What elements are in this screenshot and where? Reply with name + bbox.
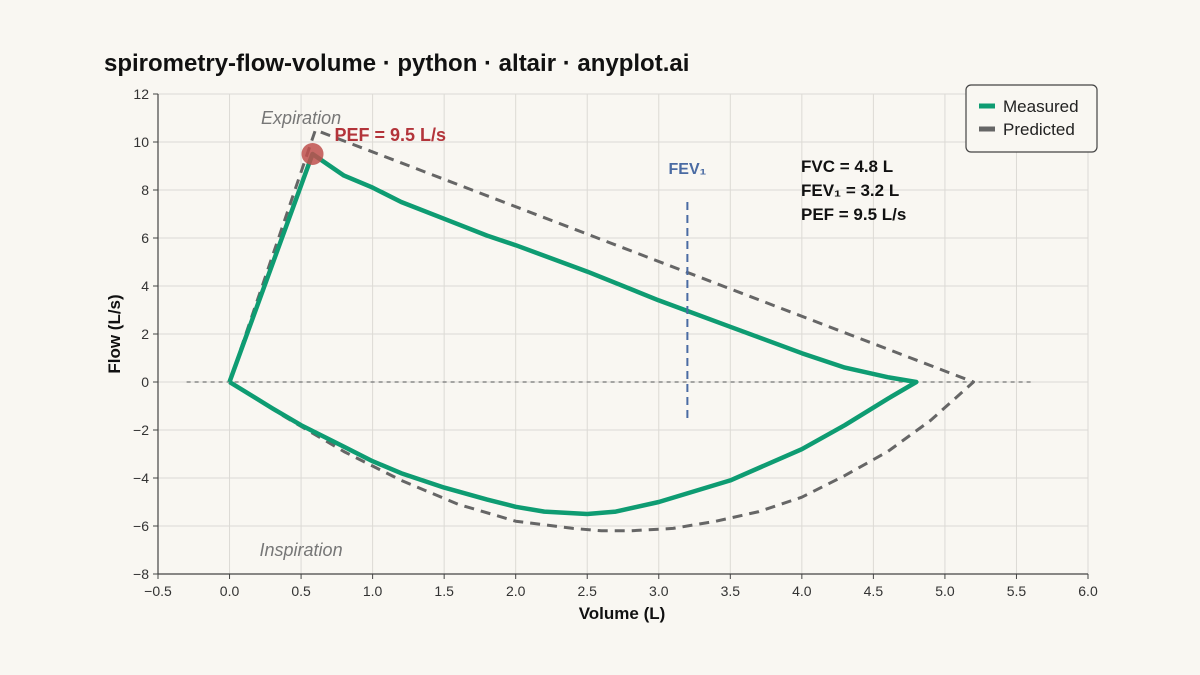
fev1-label: FEV₁ — [669, 161, 707, 178]
metric-fvc: FVC = 4.8 L — [801, 157, 893, 176]
x-tick-label: 2.0 — [506, 583, 526, 599]
y-tick-label: −4 — [133, 470, 149, 486]
x-tick-label: 1.5 — [434, 583, 454, 599]
y-tick-label: −6 — [133, 518, 149, 534]
y-tick-label: 2 — [141, 326, 149, 342]
y-tick-label: 0 — [141, 374, 149, 390]
x-tick-label: 2.5 — [577, 583, 597, 599]
legend: Measured Predicted — [965, 84, 1098, 153]
legend-label-measured: Measured — [1003, 97, 1079, 116]
x-tick-label: 4.0 — [792, 583, 812, 599]
y-axis-title: Flow (L/s) — [105, 294, 124, 373]
x-tick-label: 1.0 — [363, 583, 383, 599]
x-tick-label: −0.5 — [144, 583, 172, 599]
x-tick-label: 0.0 — [220, 583, 240, 599]
x-tick-label: 3.5 — [721, 583, 741, 599]
x-tick-label: 3.0 — [649, 583, 669, 599]
y-tick-label: 10 — [133, 134, 149, 150]
y-tick-label: −2 — [133, 422, 149, 438]
metrics-summary: FVC = 4.8 L FEV₁ = 3.2 L PEF = 9.5 L/s — [801, 157, 906, 224]
y-tick-label: 12 — [133, 86, 149, 102]
metric-fev1: FEV₁ = 3.2 L — [801, 181, 899, 200]
y-tick-label: 4 — [141, 278, 149, 294]
x-tick-label: 0.5 — [291, 583, 311, 599]
chart-title: spirometry-flow-volume · python · altair… — [104, 50, 690, 77]
predicted-curve — [228, 128, 975, 533]
region-label-inspiration: Inspiration — [260, 540, 343, 560]
measured-curve — [227, 151, 919, 517]
pef-label: PEF = 9.5 L/s — [335, 125, 447, 145]
series-layer — [186, 128, 1031, 533]
legend-label-predicted: Predicted — [1003, 120, 1075, 139]
x-axis-title: Volume (L) — [579, 604, 666, 623]
y-tick-label: 6 — [141, 230, 149, 246]
y-tick-label: −8 — [133, 566, 149, 582]
region-label-expiration: Expiration — [261, 108, 341, 128]
y-tick-label: 8 — [141, 182, 149, 198]
x-tick-label: 5.5 — [1007, 583, 1027, 599]
legend-box — [965, 84, 1098, 153]
x-tick-label: 4.5 — [864, 583, 884, 599]
pef-point — [301, 143, 324, 165]
grid — [157, 93, 1089, 575]
x-tick-label: 5.0 — [935, 583, 955, 599]
axes: −0.5 0.0 0.5 1.0 1.5 2.0 2.5 3.0 3.5 4.0 4.5 5.0 5.5… — [133, 86, 1098, 599]
metric-pef: PEF = 9.5 L/s — [801, 205, 906, 224]
x-tick-label: 6.0 — [1078, 583, 1098, 599]
